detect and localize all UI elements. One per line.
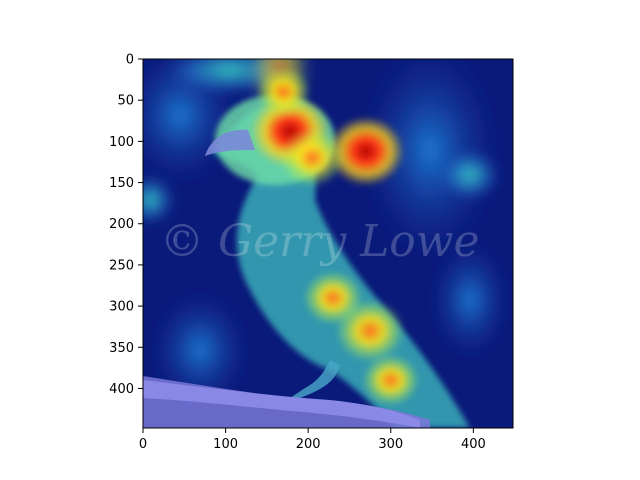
hotspot-6 <box>255 66 311 117</box>
y-tick-label: 200 <box>109 217 134 232</box>
attention-hotspots <box>250 66 420 407</box>
x-tick-label: 0 <box>139 437 147 452</box>
axes-frame <box>142 58 514 429</box>
watermark: © Gerry Lowe <box>160 216 480 267</box>
hotspot-2 <box>279 128 345 188</box>
y-tick-label: 0 <box>126 53 134 68</box>
y-axis: 0 50 100 150 200 250 300 350 400 <box>109 53 143 397</box>
y-tick-label: 150 <box>109 176 134 191</box>
heatmap-image: © Gerry Lowe <box>143 59 513 428</box>
bird-beak <box>205 129 255 156</box>
x-axis: 0 100 200 300 400 <box>139 428 486 452</box>
y-tick-label: 250 <box>109 258 134 273</box>
hotspot-5 <box>362 354 420 407</box>
bird-leg <box>290 360 340 398</box>
branch-highlight <box>143 380 420 428</box>
y-tick-label: 50 <box>117 94 134 109</box>
x-tick-label: 100 <box>213 437 238 452</box>
y-tick-label: 100 <box>109 135 134 150</box>
hotspot-1 <box>327 116 405 187</box>
x-tick-label: 200 <box>296 437 321 452</box>
hotspot-4 <box>303 270 363 326</box>
x-tick-label: 300 <box>378 437 403 452</box>
y-tick-label: 350 <box>109 341 134 356</box>
y-tick-label: 300 <box>109 300 134 315</box>
y-tick-label: 400 <box>109 382 134 397</box>
x-tick-label: 400 <box>461 437 486 452</box>
